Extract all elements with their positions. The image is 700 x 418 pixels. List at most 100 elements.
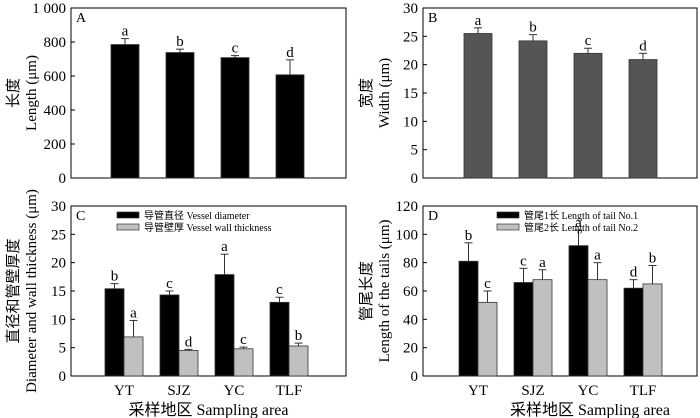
significance-letter: c [166, 276, 173, 292]
significance-letter: b [529, 20, 537, 36]
bar [623, 287, 644, 377]
panel-label: D [428, 209, 438, 224]
panel-c: 0 5 10 15 20 25 30 C 直径和管壁厚度 Diameter and wall th… [5, 189, 347, 418]
y-axis-label-cn: 管尾长度 [358, 261, 375, 321]
significance-letter: b [649, 251, 657, 267]
significance-letter: d [286, 45, 294, 61]
x-axis-label: 采样地区 Sampling area [510, 401, 670, 418]
y-tick-label: 120 [396, 199, 419, 215]
y-tick-label: 0 [411, 171, 419, 187]
bar [275, 74, 305, 179]
y-tick-label: 600 [44, 69, 67, 85]
bar [220, 57, 250, 179]
bar [178, 350, 199, 377]
y-tick-label: 1 000 [32, 1, 66, 17]
bar [214, 274, 235, 377]
y-tick-label: 15 [403, 86, 418, 102]
legend-label: 导管壁厚 Vessel wall thickness [144, 221, 272, 234]
bar [123, 336, 144, 377]
bar [288, 345, 309, 377]
y-tick-label: 25 [403, 29, 418, 45]
significance-letter: a [475, 13, 482, 29]
y-tick-label: 0 [59, 369, 67, 385]
significance-letter: d [630, 265, 638, 281]
significance-letter: b [295, 328, 303, 344]
significance-letter: b [111, 269, 119, 285]
significance-letter: a [594, 248, 601, 264]
bar [463, 33, 493, 179]
y-tick-label: 400 [44, 103, 67, 119]
y-tick-label: 0 [411, 369, 419, 385]
bar [110, 44, 140, 179]
legend-swatch [496, 223, 520, 231]
legend-swatch [496, 211, 520, 219]
y-axis-label-cn: 宽度 [358, 78, 375, 108]
significance-letter: b [176, 34, 184, 50]
bar [518, 40, 548, 179]
significance-letter: c [585, 33, 592, 49]
y-tick-label: 80 [403, 256, 418, 272]
y-tick-label: 25 [51, 227, 66, 243]
significance-letter: a [575, 215, 582, 231]
y-tick-label: 100 [396, 227, 419, 243]
y-axis-label-en: Length of the tails (μm) [377, 219, 393, 362]
y-tick-label: 5 [411, 143, 419, 159]
y-tick-label: 20 [403, 341, 418, 357]
bar [269, 301, 290, 377]
significance-letter: a [130, 305, 137, 321]
y-tick-label: 30 [51, 199, 66, 215]
bar [165, 52, 195, 179]
y-tick-label: 20 [403, 58, 418, 74]
bar [568, 245, 589, 377]
x-tick-label: TLF [630, 383, 657, 399]
y-tick-label: 15 [51, 284, 66, 300]
y-axis-label-cn: 直径和管壁厚度 [5, 238, 22, 343]
x-tick-label: YC [578, 383, 599, 399]
legend-swatch [116, 223, 140, 231]
legend-label: 导管直径 Vessel diameter [144, 209, 250, 222]
significance-letter: c [276, 282, 283, 298]
y-tick-label: 20 [51, 256, 66, 272]
significance-letter: a [122, 24, 129, 40]
x-tick-label: SJZ [521, 383, 544, 399]
bar [532, 279, 553, 377]
x-tick-label: YC [224, 383, 245, 399]
significance-letter: c [240, 332, 247, 348]
bar [233, 348, 254, 377]
y-tick-label: 40 [403, 312, 418, 328]
panel-d: 0 20 40 60 80 100 120 D 管尾长度 Length of the tails … [358, 199, 698, 418]
bar [104, 288, 125, 377]
panel-b: 0 5 10 15 20 25 30 B 宽度 Width (μm) a b c d [358, 1, 698, 187]
y-axis-label-en: Diameter and wall thickness (μm) [24, 189, 40, 393]
significance-letter: a [539, 255, 546, 271]
y-tick-label: 60 [403, 284, 418, 300]
significance-letter: c [520, 253, 527, 269]
y-axis-label: 宽度 Width (μm) [358, 58, 393, 128]
significance-letter: d [639, 38, 647, 54]
significance-letter: b [465, 228, 473, 244]
legend-label: 管尾2长 Length of tail No.2 [524, 221, 638, 234]
y-tick-label: 10 [403, 114, 418, 130]
bar [513, 282, 534, 377]
panel-label: A [76, 11, 87, 26]
bar [642, 283, 663, 377]
y-axis-label: 直径和管壁厚度 Diameter and wall thickness (μm) [5, 189, 40, 393]
legend-swatch [116, 211, 140, 219]
x-tick-label: YT [114, 383, 134, 399]
legend-label: 管尾1长 Length of tail No.1 [524, 209, 638, 222]
panel-a: 0 200 400 600 800 1 000 A 长度 Length (μm) a b c d [5, 1, 347, 187]
x-tick-label: YT [468, 383, 488, 399]
bar [573, 52, 603, 179]
bar [477, 301, 498, 377]
y-tick-label: 5 [59, 341, 67, 357]
x-tick-label: TLF [276, 383, 303, 399]
x-axis-label: 采样地区 Sampling area [129, 401, 289, 418]
y-tick-label: 0 [59, 171, 67, 187]
bar [159, 294, 180, 377]
significance-letter: c [232, 41, 239, 57]
plot-frame [70, 7, 347, 179]
panel-label: C [76, 209, 85, 224]
significance-letter: a [221, 239, 228, 255]
